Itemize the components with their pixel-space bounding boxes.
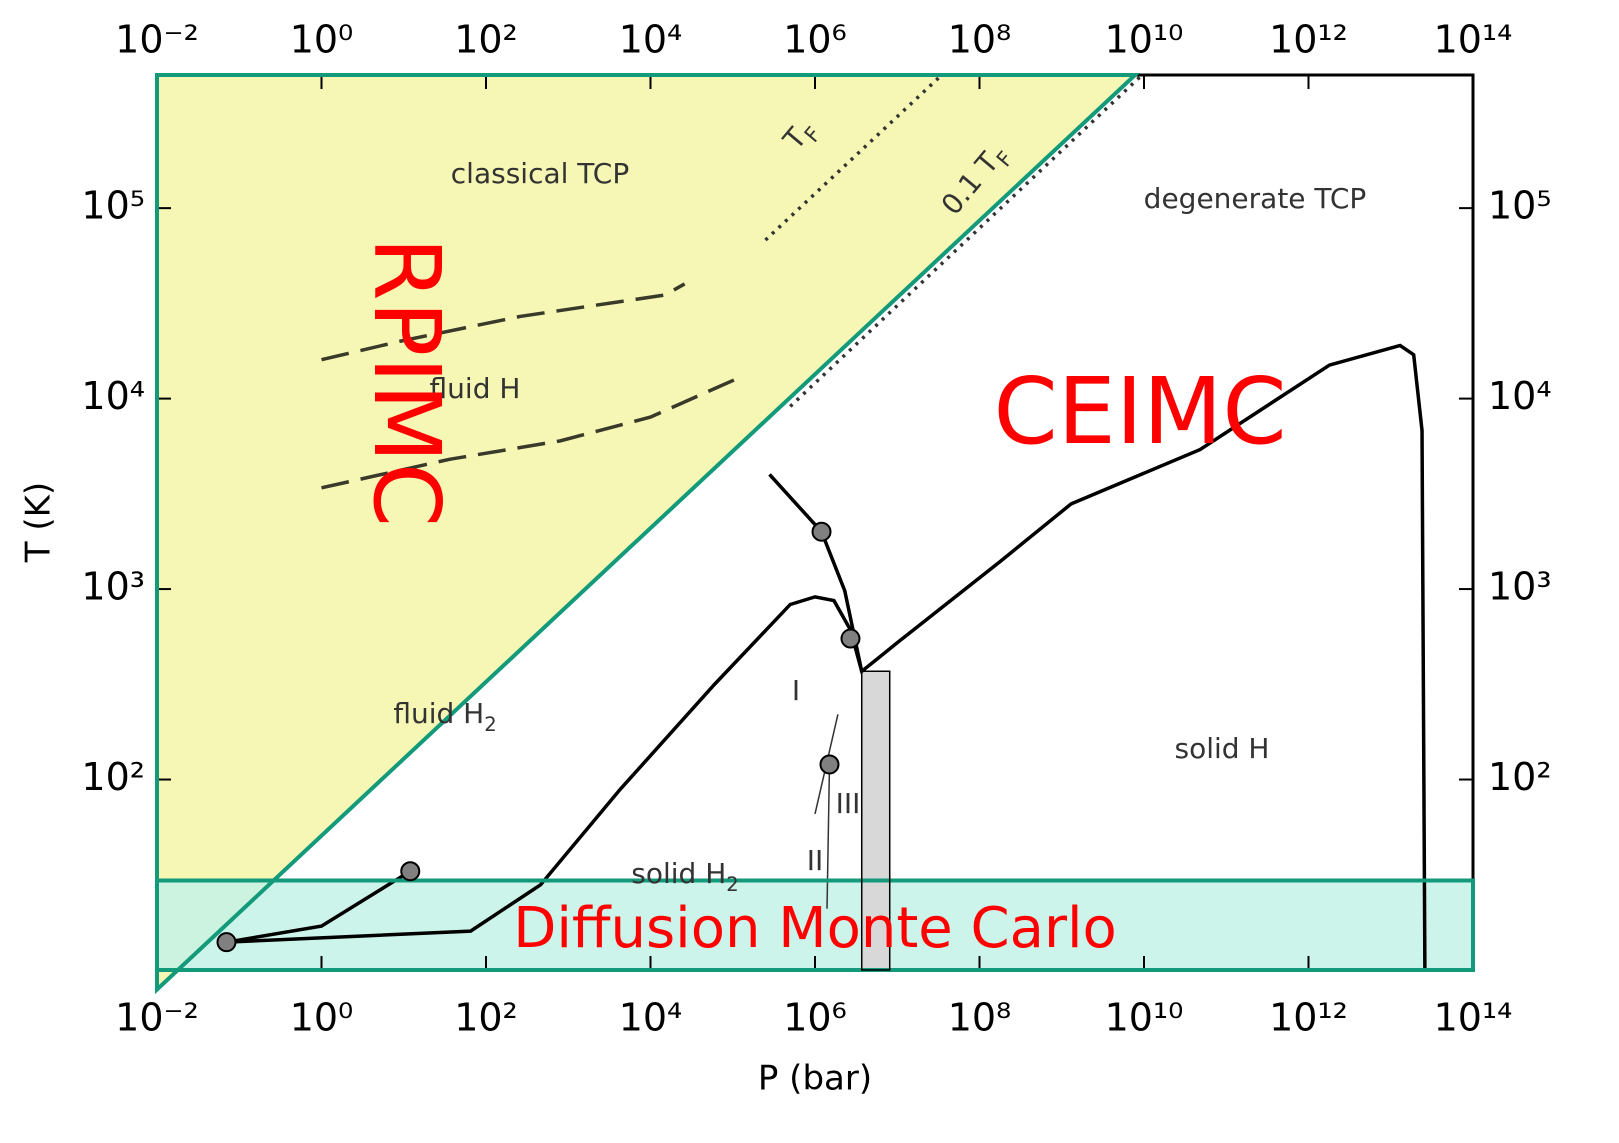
annotation: Diffusion Monte Carlo: [513, 896, 1117, 961]
y-tick-label-right: 10⁵: [1488, 184, 1552, 228]
phase-line: [764, 75, 942, 242]
annotation: CEIMC: [993, 358, 1286, 465]
x-axis-label: P (bar): [758, 1059, 872, 1099]
annotation: I: [792, 674, 800, 707]
y-axis-label: T (K): [19, 482, 59, 563]
x-tick-label: 10²: [454, 996, 518, 1040]
annotation: classical TCP: [451, 157, 629, 190]
x-tick-label-top: 10⁰: [290, 18, 354, 62]
annotation-text: fluid H: [430, 372, 521, 405]
x-tick-label: 10¹⁴: [1434, 996, 1513, 1040]
annotation: fluid H2: [393, 697, 496, 735]
x-tick-label: 10¹⁰: [1105, 996, 1184, 1040]
x-tick-label-top: 10⁻²: [115, 18, 199, 62]
region-border: [860, 670, 891, 971]
y-tick-label-right: 10⁴: [1488, 374, 1552, 418]
phase-line: [321, 282, 686, 362]
phase-line: [226, 869, 412, 944]
x-tick-label-top: 10²: [454, 18, 518, 62]
x-tick-label-top: 10⁸: [948, 18, 1012, 62]
annotation-subscript: 2: [726, 872, 738, 895]
point-marker: [216, 932, 237, 953]
region: [861, 671, 890, 970]
y-tick-label: 10²: [81, 755, 145, 799]
region-border: [155, 878, 1475, 972]
point-marker: [840, 628, 861, 649]
x-tick-label-top: 10¹⁴: [1434, 18, 1513, 62]
x-tick-label: 10⁰: [290, 996, 354, 1040]
y-tick-label-right: 10³: [1488, 565, 1552, 609]
annotation: degenerate TCP: [1144, 182, 1367, 215]
annotation-text: degenerate TCP: [1144, 182, 1367, 215]
annotation-text: I: [792, 674, 800, 707]
annotation-text: RPIMC: [353, 237, 460, 527]
y-tick-label-right: 10²: [1488, 755, 1552, 799]
annotation-text: fluid H: [393, 697, 484, 730]
x-tick-label-top: 10¹⁰: [1105, 18, 1184, 62]
x-tick-label: 10⁴: [619, 996, 683, 1040]
y-tick-label: 10⁴: [81, 374, 145, 418]
x-tick-label: 10⁸: [948, 996, 1012, 1040]
annotation: fluid H: [430, 372, 521, 405]
x-tick-label-top: 10¹²: [1269, 18, 1348, 62]
annotation-text: Diffusion Monte Carlo: [513, 896, 1117, 961]
annotation-text: III: [836, 787, 861, 820]
annotation-text: solid H: [631, 857, 726, 890]
annotation: III: [836, 787, 861, 820]
annotation: II: [807, 844, 824, 877]
phase-line: [321, 377, 736, 490]
region-border: [155, 73, 1141, 995]
annotation-subscript: 2: [484, 712, 496, 735]
region: [157, 880, 1473, 970]
annotation-text: II: [807, 844, 824, 877]
x-tick-label: 10⁶: [783, 996, 847, 1040]
y-tick-label: 10³: [81, 565, 145, 609]
y-tick-label: 10⁵: [81, 184, 145, 228]
annotation-text: classical TCP: [451, 157, 629, 190]
x-tick-label: 10¹²: [1269, 996, 1348, 1040]
annotation-text: CEIMC: [993, 358, 1286, 465]
annotation-text: solid H: [1174, 732, 1269, 765]
x-tick-label-top: 10⁶: [783, 18, 847, 62]
x-tick-label: 10⁻²: [115, 996, 199, 1040]
x-tick-label-top: 10⁴: [619, 18, 683, 62]
point-marker: [811, 521, 832, 542]
point-marker: [400, 861, 421, 882]
annotation: solid H: [1174, 732, 1269, 765]
phase-line: [826, 764, 831, 909]
point-marker: [819, 754, 840, 775]
annotation: RPIMC: [353, 237, 460, 527]
annotation: solid H2: [631, 857, 738, 895]
